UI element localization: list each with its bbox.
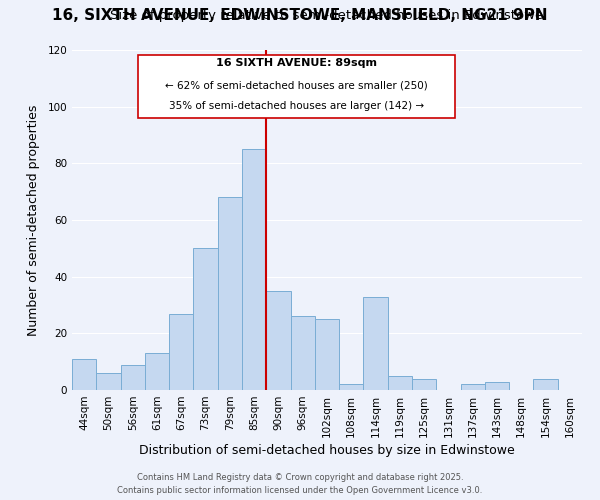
Bar bbox=[193, 248, 218, 390]
Text: Contains HM Land Registry data © Crown copyright and database right 2025.
Contai: Contains HM Land Registry data © Crown c… bbox=[118, 474, 482, 495]
Text: 35% of semi-detached houses are larger (142) →: 35% of semi-detached houses are larger (… bbox=[169, 101, 424, 111]
Bar bbox=[121, 364, 145, 390]
Bar bbox=[169, 314, 193, 390]
Bar bbox=[218, 198, 242, 390]
Title: Size of property relative to semi-detached houses in Edwinstowe: Size of property relative to semi-detach… bbox=[110, 10, 544, 22]
Bar bbox=[388, 376, 412, 390]
Y-axis label: Number of semi-detached properties: Number of semi-detached properties bbox=[28, 104, 40, 336]
Bar bbox=[412, 378, 436, 390]
Bar bbox=[266, 291, 290, 390]
Bar bbox=[72, 359, 96, 390]
Bar bbox=[145, 353, 169, 390]
Bar bbox=[461, 384, 485, 390]
FancyBboxPatch shape bbox=[139, 55, 455, 118]
Bar bbox=[533, 378, 558, 390]
X-axis label: Distribution of semi-detached houses by size in Edwinstowe: Distribution of semi-detached houses by … bbox=[139, 444, 515, 457]
Text: 16 SIXTH AVENUE: 89sqm: 16 SIXTH AVENUE: 89sqm bbox=[216, 58, 377, 68]
Bar bbox=[364, 296, 388, 390]
Bar bbox=[339, 384, 364, 390]
Text: ← 62% of semi-detached houses are smaller (250): ← 62% of semi-detached houses are smalle… bbox=[165, 80, 428, 90]
Bar bbox=[290, 316, 315, 390]
Bar bbox=[242, 149, 266, 390]
Bar bbox=[485, 382, 509, 390]
Bar bbox=[315, 319, 339, 390]
Text: 16, SIXTH AVENUE, EDWINSTOWE, MANSFIELD, NG21 9PN: 16, SIXTH AVENUE, EDWINSTOWE, MANSFIELD,… bbox=[52, 8, 548, 22]
Bar bbox=[96, 373, 121, 390]
